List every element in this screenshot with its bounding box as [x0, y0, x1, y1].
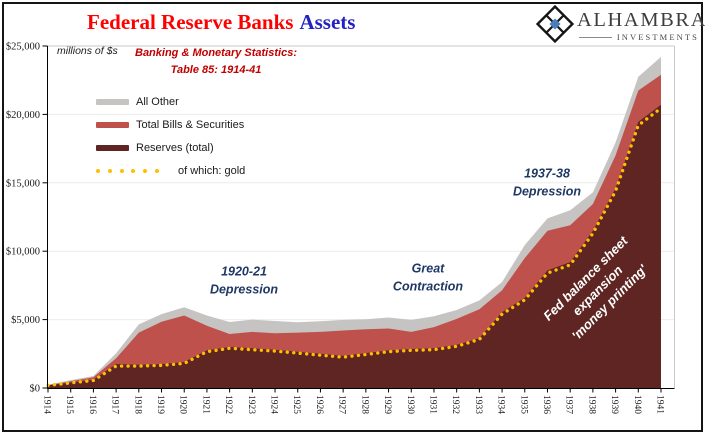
- x-tick-label: 1937: [564, 395, 574, 414]
- y-tick-label: $0: [30, 384, 41, 395]
- x-tick-label: 1941: [655, 395, 665, 414]
- title-main: Federal Reserve Banks: [87, 10, 294, 34]
- legend-swatch-line: [96, 121, 129, 128]
- legend-swatch-dots: [96, 168, 159, 173]
- legend-item-reserves-total-: Reserves (total): [96, 136, 245, 159]
- logo-rule: [579, 36, 612, 38]
- logo-subtitle: INVESTMENTS: [616, 32, 699, 42]
- x-tick-label: 1919: [155, 395, 165, 414]
- y-tick-label: $20,000: [6, 110, 40, 121]
- x-tick-label: 1928: [359, 395, 369, 414]
- units-label: millions of $s: [57, 45, 118, 57]
- x-tick-label: 1934: [496, 395, 506, 414]
- legend-label: of which: gold: [178, 164, 246, 177]
- x-tick-label: 1931: [427, 395, 437, 414]
- legend-label: All Other: [136, 95, 179, 108]
- legend-label: Reserves (total): [136, 141, 214, 154]
- x-tick-label: 1914: [42, 395, 52, 414]
- legend-label: Total Bills & Securities: [136, 118, 245, 131]
- x-tick-label: 1922: [223, 395, 233, 414]
- y-tick-label: $10,000: [6, 247, 40, 258]
- legend-item-of-which-gold: of which: gold: [96, 159, 245, 182]
- y-tick-label: $15,000: [6, 178, 40, 189]
- x-tick-label: 1921: [200, 395, 210, 414]
- x-tick-label: 1929: [382, 395, 392, 414]
- x-tick-label: 1938: [586, 395, 596, 414]
- y-tick-label: $5,000: [11, 315, 40, 326]
- x-tick-label: 1930: [405, 395, 415, 414]
- x-tick-label: 1923: [246, 395, 256, 414]
- annotation-1920-21-depression: 1920-21 Depression: [209, 264, 279, 297]
- x-tick-label: 1920: [178, 395, 188, 414]
- x-tick-label: 1939: [609, 395, 619, 414]
- chart-legend: All Other Total Bills & Securities Reserve…: [96, 90, 245, 182]
- figure-border: [2, 2, 703, 432]
- logo-wordmark: ALHAMBRA: [577, 9, 705, 31]
- x-tick-label: 1936: [541, 395, 551, 414]
- x-tick-label: 1915: [64, 395, 74, 414]
- x-tick-label: 1932: [450, 395, 460, 414]
- source-note: Banking & Monetary Statistics: Table 85:…: [135, 47, 297, 77]
- x-tick-label: 1916: [87, 395, 97, 414]
- x-tick-label: 1935: [518, 395, 528, 414]
- legend-item-all-other: All Other: [96, 90, 245, 113]
- x-tick-label: 1927: [337, 395, 347, 414]
- x-tick-label: 1924: [269, 395, 279, 414]
- legend-item-total-bills-securities: Total Bills & Securities: [96, 113, 245, 136]
- alhambra-logo: ALHAMBRA INVESTMENTS: [536, 5, 705, 43]
- y-tick-label: $25,000: [6, 42, 40, 53]
- logo-subtitle-row: INVESTMENTS: [579, 32, 699, 42]
- x-tick-label: 1933: [473, 395, 483, 414]
- x-tick-label: 1918: [132, 395, 142, 414]
- area-reserves-total-: [48, 104, 661, 389]
- title-sub: Assets: [299, 10, 356, 34]
- chart-title: Federal Reserve Banks Assets: [87, 10, 355, 35]
- annotation-1937-38-depression: 1937-38 Depression: [512, 166, 582, 199]
- annotation-great-contraction: Great Contraction: [392, 261, 464, 294]
- legend-swatch-line: [96, 98, 129, 105]
- x-tick-label: 1940: [632, 395, 642, 414]
- x-tick-label: 1917: [110, 395, 120, 414]
- x-tick-label: 1926: [314, 395, 324, 414]
- diamond-lattice-icon: [536, 5, 574, 43]
- x-tick-label: 1925: [291, 395, 301, 414]
- legend-swatch-line: [96, 144, 129, 151]
